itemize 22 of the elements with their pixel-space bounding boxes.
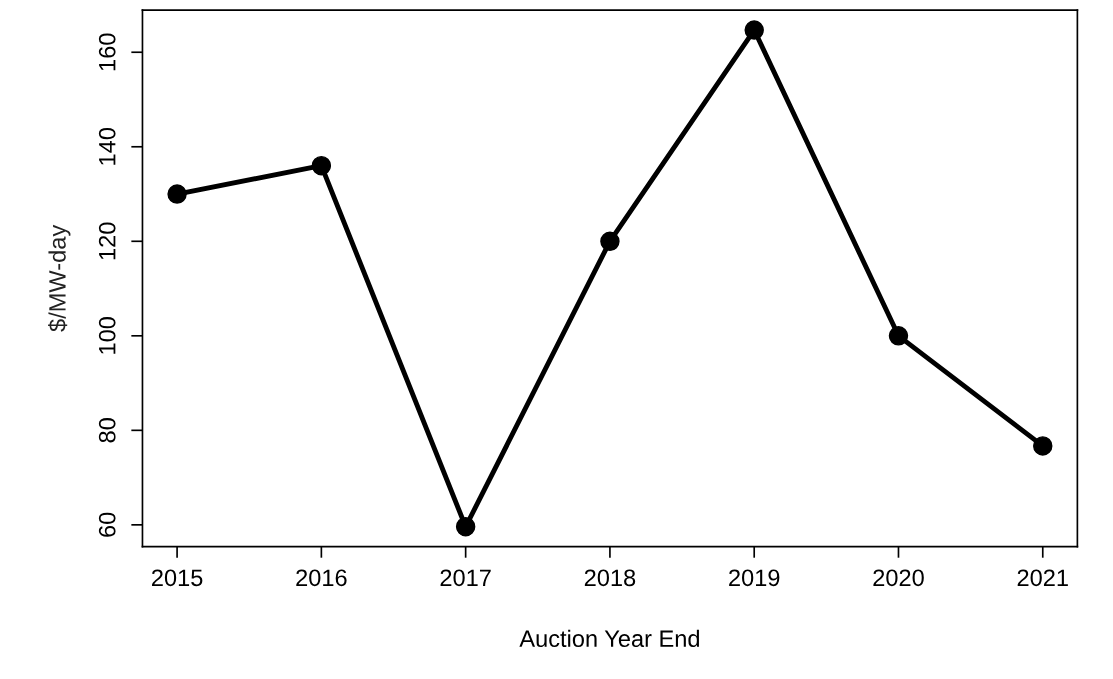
y-tick-label: 140 — [98, 127, 116, 165]
x-tick-label: 2018 — [584, 569, 636, 587]
y-tick-label: 100 — [98, 317, 116, 354]
y-tick-label: 80 — [98, 418, 116, 443]
x-tick-label: 2016 — [296, 569, 347, 587]
x-tick-label: 2017 — [440, 569, 491, 587]
point — [744, 20, 764, 40]
y-tick-label: 120 — [98, 222, 116, 260]
point — [311, 155, 332, 176]
y-axis-title: $/MW-day — [48, 224, 71, 332]
y-tick-label: 160 — [98, 33, 116, 71]
point — [600, 231, 620, 252]
x-tick-label: 2021 — [1017, 569, 1068, 587]
x-tick-label: 2015 — [152, 569, 203, 587]
point — [888, 326, 909, 346]
x-tick-label: 2020 — [873, 569, 924, 587]
point — [455, 517, 476, 537]
x-tick-label: 2019 — [729, 569, 780, 587]
x-axis-title: Auction Year End — [519, 629, 699, 648]
point — [1033, 436, 1053, 456]
point — [167, 184, 187, 204]
y-tick-label: 60 — [98, 512, 116, 537]
